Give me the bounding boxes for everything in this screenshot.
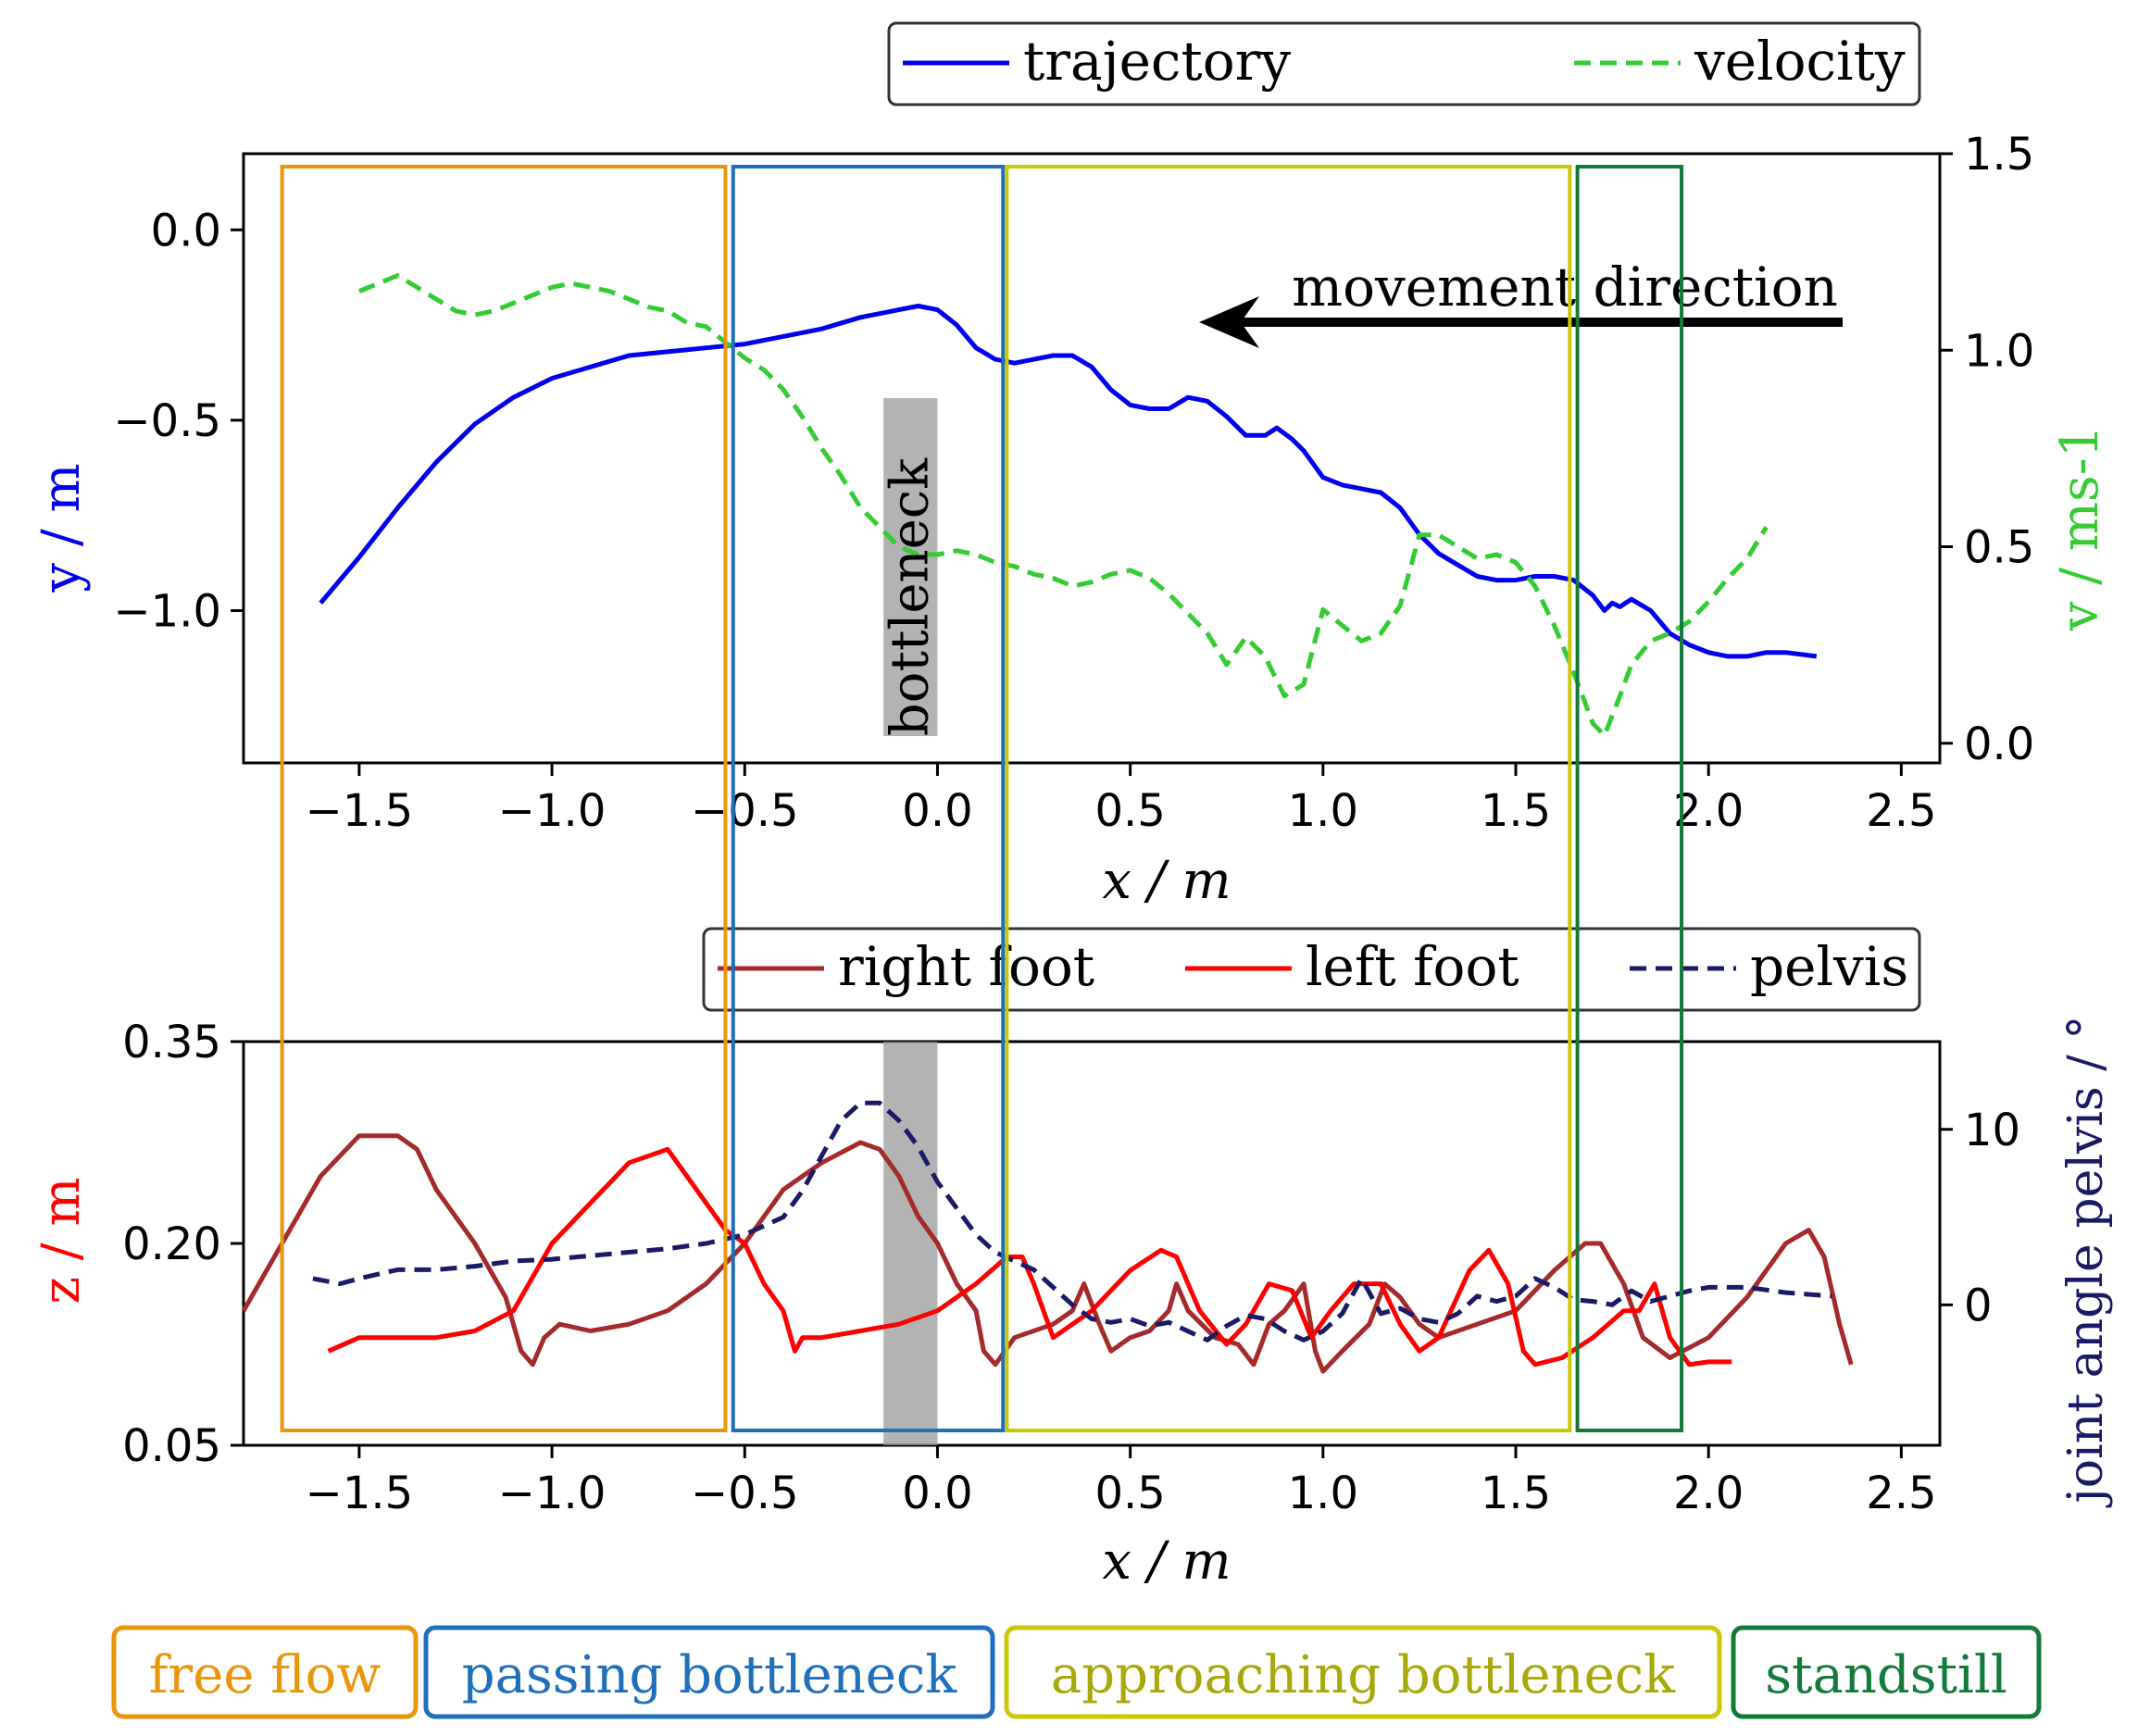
top-legend: trajectory velocity — [887, 21, 1921, 106]
top-x-tick-label: 2.5 — [1866, 785, 1936, 837]
top-x-tick-label: −1.5 — [306, 785, 414, 837]
bottom-x-tick-label: 2.5 — [1866, 1467, 1936, 1519]
bottom-plot-frame — [242, 1040, 1942, 1447]
top-bottleneck-bar — [883, 398, 938, 736]
phase-label-passing-bottleneck: passing bottleneck — [462, 1645, 958, 1705]
bottom-y-tick-label: 0.20 — [122, 1218, 221, 1270]
bottom-legend: right foot left foot pelvis — [702, 927, 1921, 1012]
top-y-tick-label: 0.0 — [151, 205, 221, 256]
phase-rect-free-flow — [280, 165, 728, 1432]
bottom-x-tick-label: 0.5 — [1094, 1467, 1165, 1519]
top-y2-tick-label: 1.5 — [1964, 129, 2034, 181]
legend-label-trajectory: trajectory — [1023, 30, 1291, 93]
bottom-x-axis-label: x / m — [1102, 1531, 1231, 1592]
bottom-x-tick-label: 0.0 — [902, 1467, 972, 1519]
legend-label-right-foot: right foot — [838, 935, 1094, 998]
bottom-series-pelvis — [312, 1100, 1832, 1343]
bottom-y-tick-label: 0.35 — [122, 1017, 221, 1068]
movement-direction-arrow-head — [1199, 296, 1259, 348]
top-y-axis-label: y / m — [31, 463, 92, 593]
movement-direction-annotation: movement direction — [1292, 256, 1838, 318]
top-x-axis-label: x / m — [1102, 851, 1231, 911]
legend-label-pelvis: pelvis — [1750, 935, 1908, 998]
top-series-group — [319, 273, 1818, 738]
top-series-velocity — [357, 273, 1769, 738]
bottom-x-tick-label: 1.5 — [1481, 1467, 1551, 1519]
bottom-x-tick-label: 2.0 — [1673, 1467, 1744, 1519]
top-legend-box — [887, 21, 1921, 106]
bottom-panel: −1.5 −1.0 −0.5 0.0 0.5 1.0 1.5 2.0 2.5 0.05 0.20 0.… — [31, 927, 2114, 1592]
top-x-tick-label: −0.5 — [691, 785, 799, 837]
top-x-tick-label: 1.5 — [1481, 785, 1551, 837]
bottleneck-label: bottleneck — [880, 457, 940, 736]
phase-label-standstill: standstill — [1765, 1645, 2007, 1705]
phase-rects-group — [280, 165, 1684, 1432]
top-x-tick-label: 2.0 — [1673, 785, 1744, 837]
top-x-tick-label: 0.5 — [1094, 785, 1165, 837]
bottom-y2-axis-label: joint angle pelvis / ° — [2058, 1016, 2114, 1508]
phase-label-free-flow: free flow — [149, 1645, 381, 1705]
top-x-tick-label: 1.0 — [1288, 785, 1358, 837]
top-x-tick-label: 0.0 — [902, 785, 972, 837]
phase-box-approaching-bottleneck — [1004, 1625, 1722, 1719]
bottom-series-right-foot — [241, 1133, 1854, 1374]
top-series-trajectory — [319, 304, 1818, 659]
top-y-tick-label: −1.0 — [113, 586, 221, 638]
legend-label-left-foot: left foot — [1306, 935, 1519, 998]
top-y2-tick-label: 0.5 — [1964, 522, 2034, 574]
phase-legend: free flow passing bottleneck approaching… — [111, 1625, 2042, 1719]
bottom-y2-tick-label: 10 — [1964, 1105, 2020, 1156]
top-panel: −1.5 −1.0 −0.5 0.0 0.5 1.0 1.5 2.0 2.5 0.0 −0.5 −1.… — [31, 21, 2110, 911]
phase-label-approaching-bottleneck: approaching bottleneck — [1051, 1645, 1676, 1705]
bottom-y-axis-label: z / m — [31, 1177, 92, 1304]
bottom-series-group — [241, 1100, 1854, 1374]
phase-box-passing-bottleneck — [423, 1625, 995, 1719]
top-y2-tick-label: 0.0 — [1964, 718, 2034, 770]
phase-rect-approaching-bottleneck — [1005, 165, 1572, 1432]
legend-label-velocity: velocity — [1694, 30, 1906, 93]
bottom-x-tick-label: −0.5 — [691, 1467, 799, 1519]
top-ticks-group: −1.5 −1.0 −0.5 0.0 0.5 1.0 1.5 2.0 2.5 0.0 −0.5 −1.… — [113, 129, 2034, 837]
bottom-series-left-foot — [327, 1146, 1732, 1368]
phase-rect-passing-bottleneck — [731, 165, 1006, 1432]
bottom-x-tick-label: −1.0 — [498, 1467, 606, 1519]
phase-box-free-flow — [111, 1625, 419, 1719]
bottom-bottleneck-bar — [883, 1042, 938, 1445]
phase-box-standstill — [1731, 1625, 2042, 1719]
bottom-y2-tick-label: 0 — [1964, 1280, 1993, 1331]
bottom-y-tick-label: 0.05 — [122, 1420, 221, 1472]
phase-rect-standstill — [1575, 165, 1684, 1432]
top-y2-tick-label: 1.0 — [1964, 325, 2034, 377]
bottom-x-tick-label: −1.5 — [306, 1467, 414, 1519]
top-y2-axis-label: v / ms-1 — [2050, 425, 2110, 632]
bottom-ticks-group: −1.5 −1.0 −0.5 0.0 0.5 1.0 1.5 2.0 2.5 0.05 0.20 0.… — [122, 1017, 2020, 1519]
bottom-x-tick-label: 1.0 — [1288, 1467, 1358, 1519]
top-x-tick-label: −1.0 — [498, 785, 606, 837]
top-plot-frame — [242, 152, 1942, 765]
top-y-tick-label: −0.5 — [113, 395, 221, 447]
